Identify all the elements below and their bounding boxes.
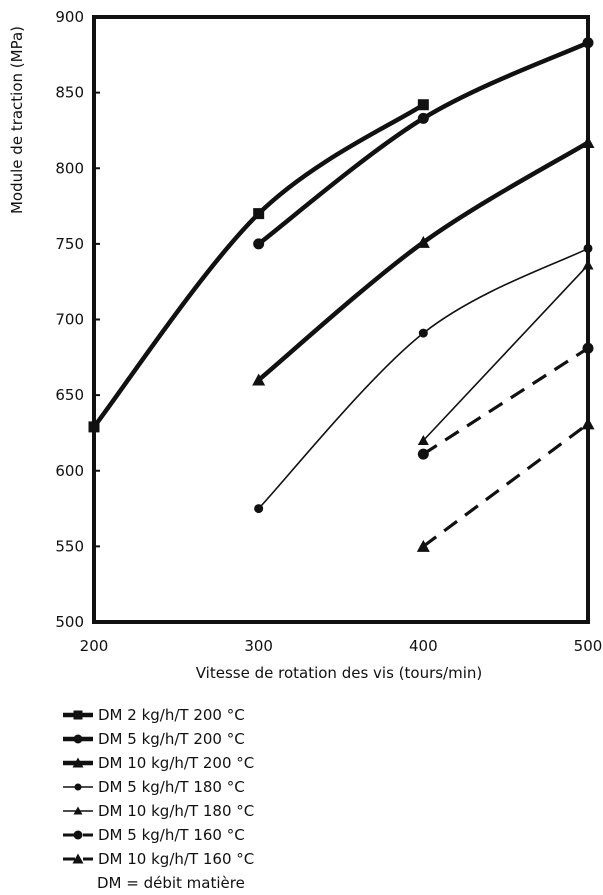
data-point (417, 99, 429, 111)
y-tick-labels: 500 550 600 650 700 750 800 850 900 (55, 8, 100, 631)
legend-marker (72, 853, 84, 864)
y-tick-label: 650 (55, 386, 84, 404)
data-point (416, 539, 430, 552)
legend-marker (73, 806, 83, 815)
legend-item: DM 5 kg/h/T 160 °C (62, 823, 254, 847)
data-point (416, 235, 430, 248)
legend-swatch (63, 710, 93, 720)
y-tick-label: 800 (55, 159, 84, 177)
series-line (257, 140, 590, 382)
y-tick-label: 550 (55, 537, 84, 555)
legend-label: DM 10 kg/h/T 200 °C (98, 754, 255, 772)
legend-item: DM 5 kg/h/T 200 °C (62, 727, 254, 751)
legend-note: DM = débit matière (97, 874, 245, 892)
y-axis-label: Module de traction (MPa) (8, 26, 26, 214)
data-point (253, 238, 265, 250)
series-5 (417, 259, 594, 445)
series-3 (252, 136, 595, 386)
legend-marker (72, 757, 84, 768)
x-tick-label: 500 (574, 637, 603, 655)
series-6 (417, 342, 594, 460)
x-axis-label: Vitesse de rotation des vis (tours/min) (196, 664, 483, 682)
data-point (417, 448, 429, 460)
series-7 (416, 417, 595, 552)
series-line (422, 264, 589, 442)
legend-item: DM 2 kg/h/T 200 °C (62, 703, 254, 727)
legend-marker (73, 830, 83, 840)
legend-swatch (63, 830, 93, 840)
y-tick-label: 850 (55, 84, 84, 102)
y-tick-label: 700 (55, 311, 84, 329)
legend-label: DM 2 kg/h/T 200 °C (98, 706, 245, 724)
legend-swatch (63, 806, 93, 815)
legend-label: DM 10 kg/h/T 180 °C (98, 802, 255, 820)
legend: DM 2 kg/h/T 200 °C DM 5 kg/h/T 200 °C DM 1… (62, 703, 254, 895)
legend-label: DM 10 kg/h/T 160 °C (98, 850, 255, 868)
legend-label: DM 5 kg/h/T 160 °C (98, 826, 245, 844)
series-4 (254, 243, 593, 514)
x-tick-label: 400 (409, 637, 438, 655)
legend-swatch (63, 734, 93, 744)
x-tick-labels: 200 300 400 500 (80, 637, 603, 655)
series-line (422, 422, 589, 548)
legend-label: DM 5 kg/h/T 180 °C (98, 778, 245, 796)
legend-swatch (63, 783, 93, 791)
legend-item: DM 10 kg/h/T 180 °C (62, 799, 254, 823)
data-point (417, 435, 429, 445)
legend-marker (73, 734, 83, 744)
series-line (422, 346, 589, 456)
y-tick-label: 500 (55, 613, 84, 631)
data-point (254, 504, 264, 514)
y-axis-label-group: Module de traction (MPa) (8, 26, 26, 214)
x-tick-label: 300 (244, 637, 273, 655)
data-point (417, 112, 429, 124)
data-point (253, 208, 265, 220)
plot-frame (92, 15, 590, 624)
series-2 (253, 37, 594, 250)
legend-marker (74, 783, 82, 791)
y-tick-label: 600 (55, 462, 84, 480)
legend-marker (73, 710, 83, 720)
legend-item: DM 10 kg/h/T 160 °C (62, 847, 254, 871)
data-point (252, 373, 266, 386)
legend-item: DM 5 kg/h/T 180 °C (62, 775, 254, 799)
line-chart: Module de traction (MPa) 500 550 600 650 700… (8, 8, 603, 682)
y-tick-label: 750 (55, 235, 84, 253)
y-tick-label: 900 (55, 8, 84, 26)
data-point (418, 328, 428, 338)
legend-item: DM 10 kg/h/T 200 °C (62, 751, 254, 775)
series-line (257, 40, 589, 246)
x-tick-label: 200 (80, 637, 109, 655)
legend-swatch (63, 757, 93, 768)
series-layer (88, 37, 595, 552)
legend-label: DM 5 kg/h/T 200 °C (98, 730, 245, 748)
legend-swatch (63, 853, 93, 864)
